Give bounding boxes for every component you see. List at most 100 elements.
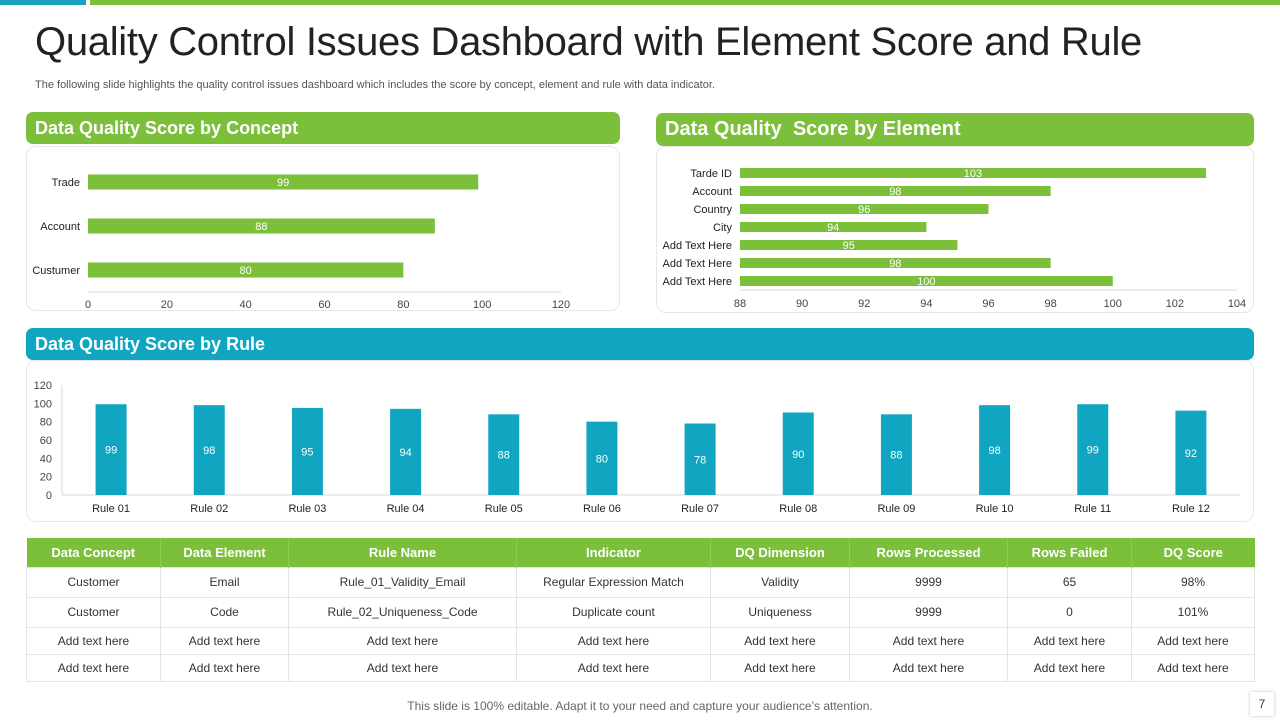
x-tick-label: 90 [796, 298, 808, 310]
category-label: Rule 03 [288, 503, 326, 515]
table-cell: Rule_02_Uniqueness_Code [288, 596, 517, 628]
x-tick-label: 94 [920, 298, 932, 310]
top-accent-bar-green [90, 0, 1280, 5]
bar [740, 240, 958, 250]
category-label: Rule 09 [877, 503, 915, 515]
table-cell: Email [160, 566, 289, 598]
bar-value-label: 90 [792, 449, 804, 461]
rule-column-chart: 0 20 40 60 80 100 120 99 Rule 01 98 Rule 02 95 Rule … [34, 380, 1240, 515]
bar [740, 168, 1206, 178]
bar [1175, 410, 1207, 495]
bar [291, 407, 323, 495]
category-label: Rule 01 [92, 503, 130, 515]
bar [740, 186, 1051, 196]
concept-bar-chart: 0 20 40 60 80 100 120 Trade 99 Account 88 Custumer 8… [32, 174, 570, 311]
col-header-dq-score: DQ Score [1131, 538, 1255, 567]
table-row: Customer Email Rule_01_Validity_Email Re… [26, 566, 1255, 598]
rule-chart-title: Data Quality Score by Rule [35, 333, 266, 354]
element-chart-title: Data Quality Score by Element [665, 118, 961, 140]
x-tick-label: 80 [397, 299, 409, 311]
bar [740, 258, 1051, 268]
table-cell: Add text here [710, 653, 850, 682]
table-cell: Add text here [160, 626, 289, 655]
x-tick-label: 104 [1228, 298, 1246, 310]
table-row: Customer Code Rule_02_Uniqueness_Code Du… [26, 596, 1255, 628]
table-cell: Add text here [26, 626, 161, 655]
col-header-data-element: Data Element [160, 538, 289, 567]
bar-value-label: 94 [827, 222, 839, 234]
bar [684, 423, 716, 495]
table-cell: Add text here [710, 626, 850, 655]
category-label: Rule 04 [387, 503, 425, 515]
x-tick-label: 92 [858, 298, 870, 310]
table-cell: 9999 [849, 566, 1008, 598]
bar [586, 421, 618, 495]
bar [1077, 404, 1109, 495]
bar [390, 408, 422, 495]
x-tick-label: 96 [982, 298, 994, 310]
bar [488, 414, 520, 495]
y-tick-label: 80 [40, 417, 52, 429]
bar-value-label: 98 [203, 445, 215, 457]
table-cell: 9999 [849, 596, 1008, 628]
category-label: Rule 12 [1172, 503, 1210, 515]
col-header-dq-dimension: DQ Dimension [710, 538, 850, 567]
table-cell: Add text here [26, 653, 161, 682]
bar [95, 404, 127, 495]
top-accent-bar-blue [0, 0, 86, 5]
x-tick-label: 20 [161, 299, 173, 311]
bar [740, 222, 927, 232]
table-cell: Duplicate count [516, 596, 711, 628]
bar [88, 262, 404, 278]
table-cell: Add text here [849, 653, 1008, 682]
bar-value-label: 95 [843, 240, 855, 252]
bar-value-label: 92 [1185, 448, 1197, 460]
bar-value-label: 103 [964, 168, 982, 180]
bar-value-label: 88 [255, 221, 267, 233]
table-cell: Add text here [1007, 653, 1132, 682]
table-cell: Customer [26, 566, 161, 598]
y-tick-label: 0 [46, 490, 52, 502]
bar-value-label: 95 [301, 446, 313, 458]
y-tick-label: 120 [34, 380, 52, 392]
table-cell: Uniqueness [710, 596, 850, 628]
category-label: City [713, 222, 732, 234]
table-cell: 101% [1131, 596, 1255, 628]
bar-value-label: 80 [240, 265, 252, 277]
category-label: Custumer [32, 265, 80, 277]
col-header-indicator: Indicator [516, 538, 711, 567]
x-tick-label: 100 [473, 299, 491, 311]
bar-value-label: 99 [277, 177, 289, 189]
bar [88, 218, 435, 234]
category-label: Rule 08 [779, 503, 817, 515]
table-cell: Validity [710, 566, 850, 598]
table-cell: Add text here [1131, 653, 1255, 682]
category-label: Rule 10 [976, 503, 1014, 515]
table-cell: Add text here [160, 653, 289, 682]
x-tick-label: 88 [734, 298, 746, 310]
bar-value-label: 78 [694, 454, 706, 466]
bar-value-label: 98 [889, 186, 901, 198]
dq-rules-table: Data Concept Data Element Rule Name Indi… [26, 538, 1255, 682]
category-label: Trade [52, 177, 80, 189]
bar [193, 405, 225, 495]
table-cell: Add text here [849, 626, 1008, 655]
table-cell: Add text here [1131, 626, 1255, 655]
table-row: Add text here Add text here Add text her… [26, 653, 1255, 682]
concept-chart-title: Data Quality Score by Concept [35, 117, 299, 138]
bar [740, 276, 1113, 286]
y-tick-label: 40 [40, 453, 52, 465]
concept-chart-header: Data Quality Score by Concept [26, 112, 620, 144]
bar-value-label: 88 [890, 450, 902, 462]
table-row: Add text here Add text here Add text her… [26, 626, 1255, 655]
table-cell: Add text here [288, 653, 517, 682]
table-cell: 98% [1131, 566, 1255, 598]
page-title: Quality Control Issues Dashboard with El… [35, 20, 1143, 64]
x-tick-label: 120 [552, 299, 570, 311]
bar-value-label: 88 [498, 450, 510, 462]
table-cell: Add text here [288, 626, 517, 655]
y-tick-label: 60 [40, 435, 52, 447]
category-label: Country [693, 204, 732, 216]
bar-value-label: 98 [889, 258, 901, 270]
bar-value-label: 99 [105, 445, 117, 457]
